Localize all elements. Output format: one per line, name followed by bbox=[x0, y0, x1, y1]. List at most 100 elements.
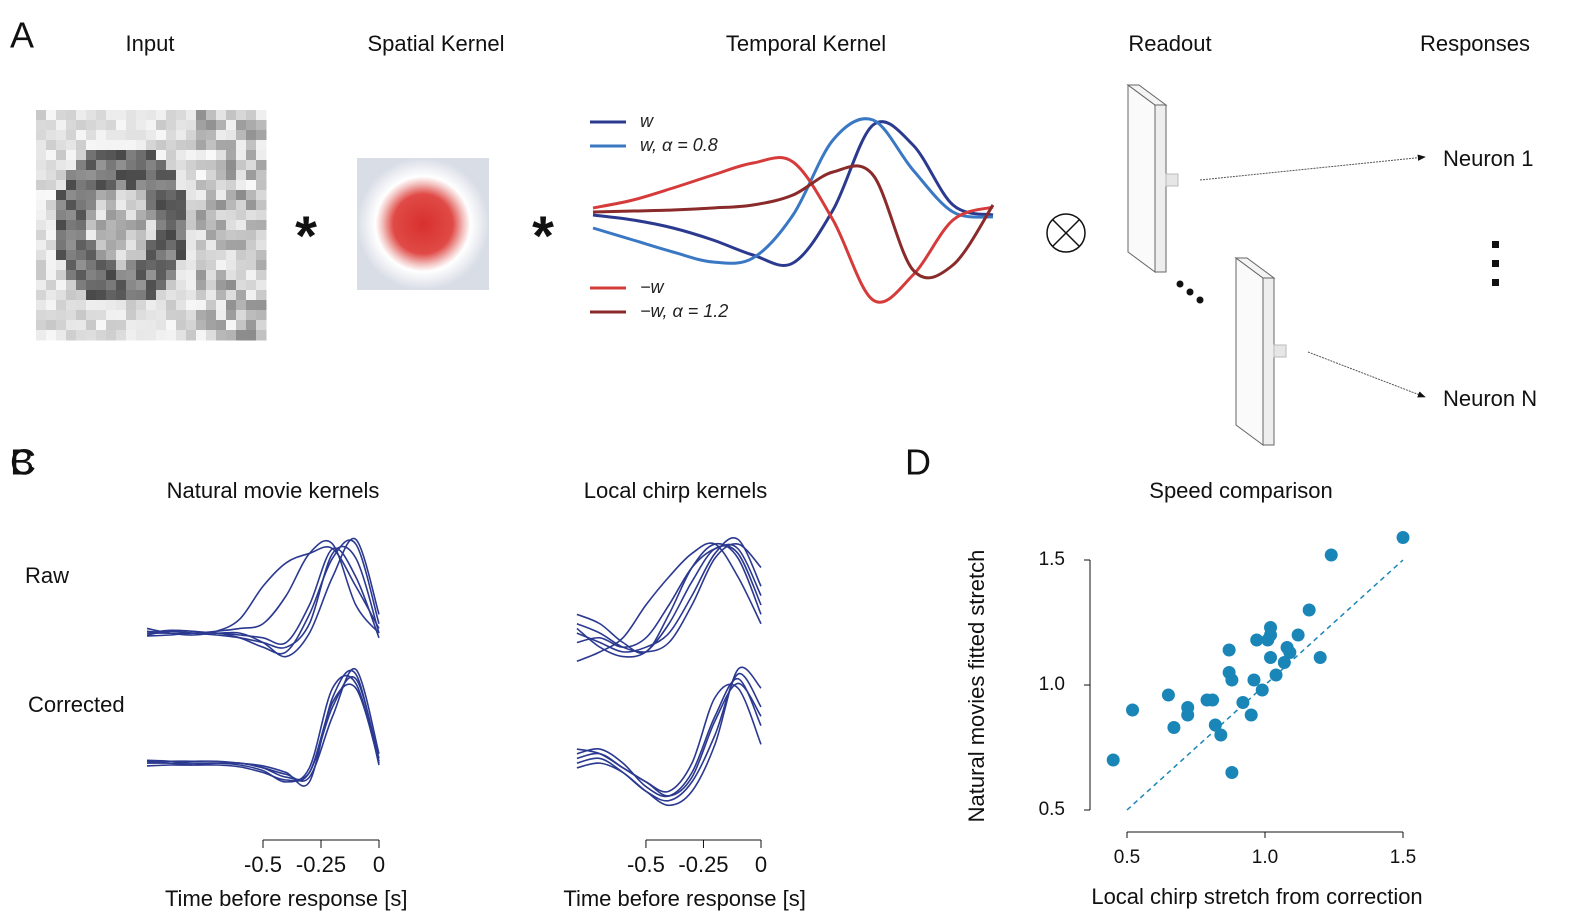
pixel bbox=[96, 140, 107, 151]
ellipsis bbox=[1176, 241, 1499, 304]
pixel bbox=[166, 300, 177, 311]
pixel bbox=[36, 290, 47, 301]
pixel bbox=[186, 220, 197, 231]
pixel bbox=[96, 290, 107, 301]
pixel bbox=[166, 260, 177, 271]
pixel bbox=[46, 290, 57, 301]
pixel bbox=[36, 320, 47, 331]
pixel bbox=[206, 110, 217, 121]
pixel bbox=[176, 290, 187, 301]
pixel bbox=[106, 230, 117, 241]
pixel bbox=[216, 210, 227, 221]
pixel bbox=[86, 120, 97, 131]
pixel bbox=[156, 210, 167, 221]
pixel bbox=[166, 290, 177, 301]
pixel bbox=[76, 240, 87, 251]
pixel bbox=[176, 300, 187, 311]
pixel bbox=[196, 330, 207, 341]
pixel bbox=[206, 270, 217, 281]
pixel bbox=[236, 140, 247, 151]
pixel bbox=[166, 270, 177, 281]
pixel bbox=[56, 200, 67, 211]
pixel bbox=[116, 170, 127, 181]
pixel bbox=[156, 190, 167, 201]
pixel bbox=[36, 150, 47, 161]
pixel bbox=[226, 290, 237, 301]
pixel bbox=[256, 310, 267, 321]
pixel bbox=[126, 300, 137, 311]
pixel bbox=[56, 250, 67, 261]
pixel bbox=[226, 310, 237, 321]
scatter-point bbox=[1206, 693, 1220, 707]
pixel bbox=[256, 160, 267, 171]
pixel bbox=[46, 330, 57, 341]
scatter-point bbox=[1244, 708, 1258, 722]
pixel bbox=[96, 130, 107, 141]
pixel bbox=[66, 190, 77, 201]
pixel bbox=[136, 320, 147, 331]
pixel bbox=[256, 110, 267, 121]
pixel bbox=[96, 250, 107, 261]
pixel bbox=[46, 140, 57, 151]
pixel bbox=[256, 280, 267, 291]
pixel bbox=[36, 210, 47, 221]
pixel bbox=[206, 290, 217, 301]
pixel bbox=[226, 220, 237, 231]
pixel bbox=[126, 260, 137, 271]
scatter-point bbox=[1264, 628, 1278, 642]
pixel bbox=[76, 200, 87, 211]
pixel bbox=[146, 110, 157, 121]
pixel bbox=[216, 230, 227, 241]
pixel bbox=[56, 240, 67, 251]
pixel bbox=[36, 180, 47, 191]
pixel bbox=[216, 280, 227, 291]
pixel bbox=[136, 180, 147, 191]
pixel bbox=[66, 300, 77, 311]
pixel bbox=[216, 290, 227, 301]
kernel-line bbox=[576, 543, 762, 653]
x-axis-title: Time before response [s] bbox=[563, 886, 806, 911]
pixel bbox=[66, 120, 77, 131]
pixel bbox=[116, 190, 127, 201]
pixel bbox=[106, 310, 117, 321]
pixel bbox=[186, 280, 197, 291]
pixel bbox=[176, 280, 187, 291]
pixel bbox=[246, 330, 257, 341]
pixel bbox=[196, 220, 207, 231]
pixel bbox=[36, 120, 47, 131]
pixel bbox=[86, 310, 97, 321]
pixel bbox=[236, 320, 247, 331]
panel-title: Local chirp kernels bbox=[584, 478, 767, 503]
pixel bbox=[56, 230, 67, 241]
pixel bbox=[86, 150, 97, 161]
kernel-line bbox=[576, 666, 762, 807]
pixel bbox=[96, 200, 107, 211]
pixel bbox=[186, 240, 197, 251]
pixel bbox=[66, 150, 77, 161]
pixel bbox=[46, 180, 57, 191]
pixel bbox=[66, 260, 77, 271]
pixel bbox=[226, 300, 237, 311]
pixel bbox=[36, 170, 47, 181]
pixel bbox=[246, 240, 257, 251]
pixel bbox=[246, 150, 257, 161]
pixel bbox=[36, 230, 47, 241]
pixel bbox=[96, 320, 107, 331]
panel-title: Temporal Kernel bbox=[726, 31, 886, 56]
pixel bbox=[156, 300, 167, 311]
pixel bbox=[156, 320, 167, 331]
pixel bbox=[186, 250, 197, 261]
pixel bbox=[146, 120, 157, 131]
pixel bbox=[246, 180, 257, 191]
pixel bbox=[36, 130, 47, 141]
pixel bbox=[36, 240, 47, 251]
pixel bbox=[106, 220, 117, 231]
pixel bbox=[216, 240, 227, 251]
pixel bbox=[106, 210, 117, 221]
pixel bbox=[216, 120, 227, 131]
pixel bbox=[146, 160, 157, 171]
pixel bbox=[226, 160, 237, 171]
pixel bbox=[136, 280, 147, 291]
pixel bbox=[46, 230, 57, 241]
